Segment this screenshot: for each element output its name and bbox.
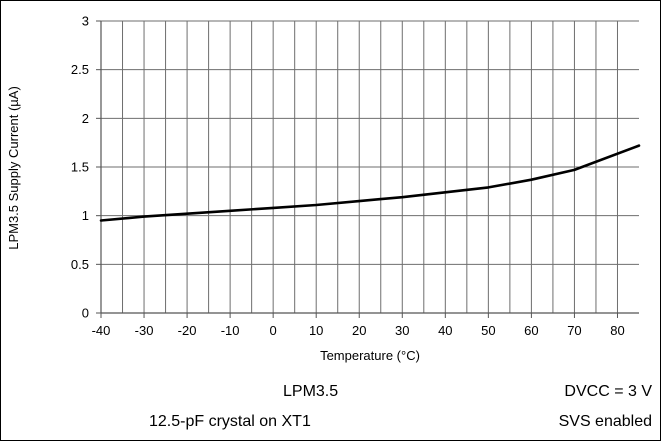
x-tick-label: 70 (567, 323, 581, 338)
x-tick-label: -30 (135, 323, 154, 338)
condition-mode: LPM3.5 (283, 383, 339, 400)
horizontal-grid (101, 20, 639, 265)
y-tick-label: 2 (82, 111, 89, 126)
x-tick-label: -20 (178, 323, 197, 338)
x-tick-label: 30 (395, 323, 409, 338)
x-tick-label: -10 (221, 323, 240, 338)
x-tick-label: 40 (438, 323, 452, 338)
y-tick-label: 3 (82, 14, 89, 29)
x-tick-label: 20 (352, 323, 366, 338)
supply-current-line (99, 144, 641, 222)
axes (96, 20, 639, 318)
y-tick-label: 2.5 (71, 62, 89, 77)
series-layer (99, 144, 641, 222)
condition-svs: SVS enabled (558, 413, 652, 430)
x-tick-label: 0 (270, 323, 277, 338)
x-tick-label: 80 (610, 323, 624, 338)
x-tick-label: 10 (309, 323, 323, 338)
y-tick-labels: 0 0.5 1 1.5 2 2.5 3 (71, 14, 89, 321)
x-axis-label: Temperature (°C) (320, 348, 420, 363)
condition-crystal: 12.5-pF crystal on XT1 (149, 413, 311, 430)
y-tick-label: 0 (82, 306, 89, 321)
y-tick-label: 1 (82, 208, 89, 223)
x-tick-label: -40 (92, 323, 111, 338)
x-tick-label: 50 (481, 323, 495, 338)
x-tick-label: 60 (524, 323, 538, 338)
y-tick-label: 0.5 (71, 257, 89, 272)
y-tick-label: 1.5 (71, 160, 89, 175)
condition-dvcc: DVCC = 3 V (564, 383, 652, 400)
y-axis-label: LPM3.5 Supply Current (µA) (6, 86, 21, 250)
x-tick-labels: -40 -30 -20 -10 0 10 20 30 40 50 60 70 80 (92, 323, 625, 338)
